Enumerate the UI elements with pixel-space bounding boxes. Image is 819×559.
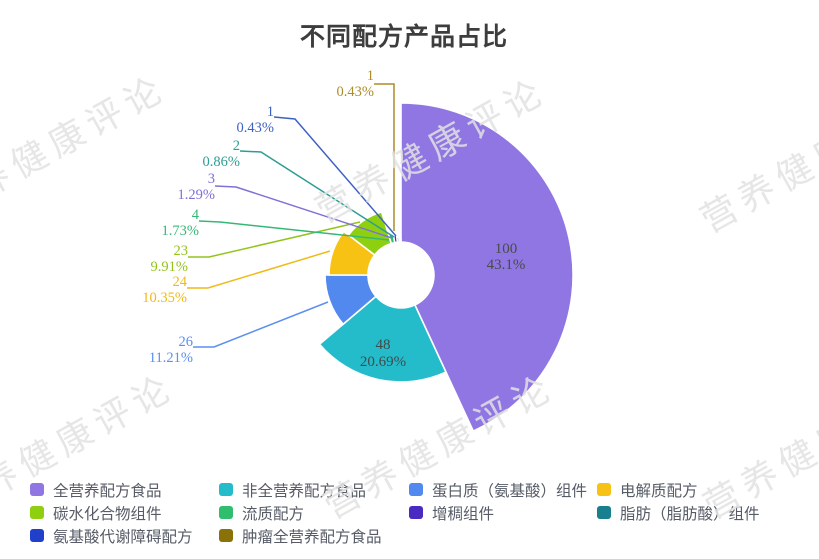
legend-swatch-icon	[219, 529, 233, 542]
slice-value-label: 2	[233, 138, 240, 154]
label-line	[188, 221, 361, 258]
slice-value-label: 1	[367, 68, 374, 84]
slice-percent-label: 1.29%	[178, 187, 215, 203]
legend-item-label: 非全营养配方食品	[242, 482, 367, 500]
legend-swatch-icon	[30, 483, 44, 496]
slice-value-label: 4	[192, 207, 200, 223]
chart-title: 不同配方产品占比	[299, 24, 508, 51]
legend-item[interactable]: 流质配方	[219, 501, 409, 524]
legend-item-label: 增稠组件	[432, 505, 495, 523]
slice-percent-label: 0.43%	[337, 84, 374, 100]
legend-item[interactable]: 非全营养配方食品	[219, 478, 409, 501]
label-line	[198, 220, 390, 241]
slice-value-label: 24	[173, 274, 188, 290]
slice-percent-label: 10.35%	[142, 290, 187, 306]
label-line	[239, 150, 395, 238]
slice-percent-label: 0.43%	[237, 120, 274, 136]
legend-item[interactable]: 电解质配方	[597, 478, 760, 501]
legend-item-label: 全营养配方食品	[53, 482, 162, 500]
slice-percent-label: 43.1%	[487, 257, 526, 273]
pie-slice-3[interactable]	[328, 230, 376, 276]
slice-value-label: 1	[267, 104, 274, 120]
slice-percent-label: 1.73%	[162, 223, 199, 239]
label-line	[187, 250, 331, 289]
legend-item-label: 电解质配方	[620, 482, 698, 500]
legend-swatch-icon	[409, 483, 423, 496]
legend-swatch-icon	[219, 506, 233, 519]
chart-legend: 全营养配方食品 非全营养配方食品 蛋白质（氨基酸）组件 电解质配方 碳水化合物组…	[30, 478, 760, 547]
legend-item-label: 肿瘤全营养配方食品	[242, 528, 382, 546]
legend-item[interactable]: 全营养配方食品	[30, 478, 219, 501]
pie-slice-2[interactable]	[324, 274, 378, 326]
slice-value-label: 100	[495, 241, 518, 257]
slice-value-label: 48	[376, 337, 391, 353]
slice-value-label: 3	[208, 171, 215, 187]
legend-swatch-icon	[30, 529, 44, 542]
slice-value-label: 26	[179, 334, 194, 350]
legend-item-label: 蛋白质（氨基酸）组件	[432, 482, 588, 500]
legend-item[interactable]: 碳水化合物组件	[30, 501, 219, 524]
legend-item[interactable]: 氨基酸代谢障碍配方	[30, 524, 219, 547]
slice-percent-label: 20.69%	[360, 354, 406, 370]
legend-item-label: 碳水化合物组件	[53, 505, 162, 523]
label-line	[273, 116, 397, 237]
label-line	[214, 185, 393, 239]
slice-percent-label: 11.21%	[149, 350, 193, 366]
legend-item[interactable]: 蛋白质（氨基酸）组件	[409, 478, 597, 501]
legend-swatch-icon	[597, 483, 611, 496]
pie-slice-0[interactable]	[400, 102, 574, 433]
slice-percent-label: 9.91%	[151, 259, 188, 275]
legend-item[interactable]: 增稠组件	[409, 501, 597, 524]
label-line	[193, 301, 329, 348]
label-line	[374, 83, 395, 231]
legend-item[interactable]: 肿瘤全营养配方食品	[219, 524, 409, 547]
legend-swatch-icon	[597, 506, 611, 519]
slice-value-label: 23	[174, 243, 189, 259]
slice-percent-label: 0.86%	[203, 154, 240, 170]
pie-slice-9[interactable]	[399, 238, 402, 243]
legend-item-label: 流质配方	[242, 505, 305, 523]
legend-swatch-icon	[409, 506, 423, 519]
label-leader-lines	[187, 83, 397, 348]
legend-item[interactable]: 脂肪（脂肪酸）组件	[597, 501, 760, 524]
legend-item-label: 脂肪（脂肪酸）组件	[620, 505, 760, 523]
pie-slices	[318, 102, 574, 433]
legend-swatch-icon	[30, 506, 44, 519]
legend-swatch-icon	[219, 483, 233, 496]
legend-item-label: 氨基酸代谢障碍配方	[53, 528, 193, 546]
